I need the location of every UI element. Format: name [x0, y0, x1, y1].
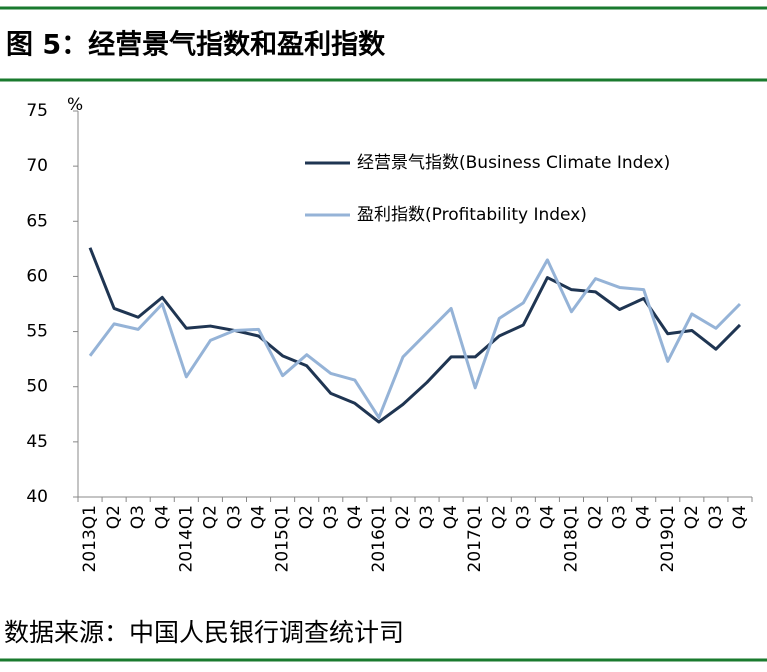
x-tick-label: 2017Q1	[465, 505, 485, 572]
y-tick-label: 55	[26, 322, 48, 342]
x-tick-label: Q4	[152, 505, 172, 529]
y-tick-label: 65	[26, 211, 48, 231]
y-tick-label: 50	[26, 377, 48, 397]
unit-label: %	[67, 95, 83, 115]
legend-label: 盈利指数(Profitability Index)	[357, 205, 587, 225]
x-tick-label: Q2	[393, 505, 413, 529]
x-tick-label: Q2	[489, 505, 509, 529]
x-tick-label: Q3	[321, 505, 341, 529]
x-tick-label: Q3	[513, 505, 533, 529]
series-line	[88, 258, 742, 420]
x-tick-label: Q4	[730, 505, 750, 529]
x-tick-label: Q4	[249, 505, 269, 529]
x-tick-label: Q2	[586, 505, 606, 529]
x-tick-label: Q3	[224, 505, 244, 529]
x-tick-label: Q3	[706, 505, 726, 529]
x-tick-label: Q2	[104, 505, 124, 529]
series-line	[88, 247, 742, 424]
y-tick-label: 45	[26, 432, 48, 452]
y-tick-label: 75	[26, 101, 48, 121]
x-tick-label: Q3	[417, 505, 437, 529]
x-tick-label: Q3	[128, 505, 148, 529]
x-tick-label: Q2	[682, 505, 702, 529]
x-tick-label: Q4	[441, 505, 461, 529]
x-tick-label: Q4	[634, 505, 654, 529]
source: 数据来源：中国人民银行调查统计司	[4, 618, 404, 647]
chart-title: 图 5：经营景气指数和盈利指数	[6, 29, 386, 61]
x-tick-label: Q3	[610, 505, 630, 529]
x-tick-label: 2019Q1	[658, 505, 678, 572]
x-tick-label: Q2	[297, 505, 317, 529]
x-tick-label: 2018Q1	[561, 505, 581, 572]
x-tick-label: 2016Q1	[369, 505, 389, 572]
x-tick-label: 2014Q1	[176, 505, 196, 572]
x-tick-label: Q4	[537, 505, 557, 529]
x-tick-label: Q2	[200, 505, 220, 529]
x-tick-label: Q4	[345, 505, 365, 529]
x-tick-label: 2013Q1	[80, 505, 100, 572]
y-tick-label: 40	[26, 487, 48, 507]
y-tick-label: 70	[26, 156, 48, 176]
x-tick-label: 2015Q1	[273, 505, 293, 572]
legend-label: 经营景气指数(Business Climate Index)	[357, 153, 670, 173]
y-tick-label: 60	[26, 266, 48, 286]
